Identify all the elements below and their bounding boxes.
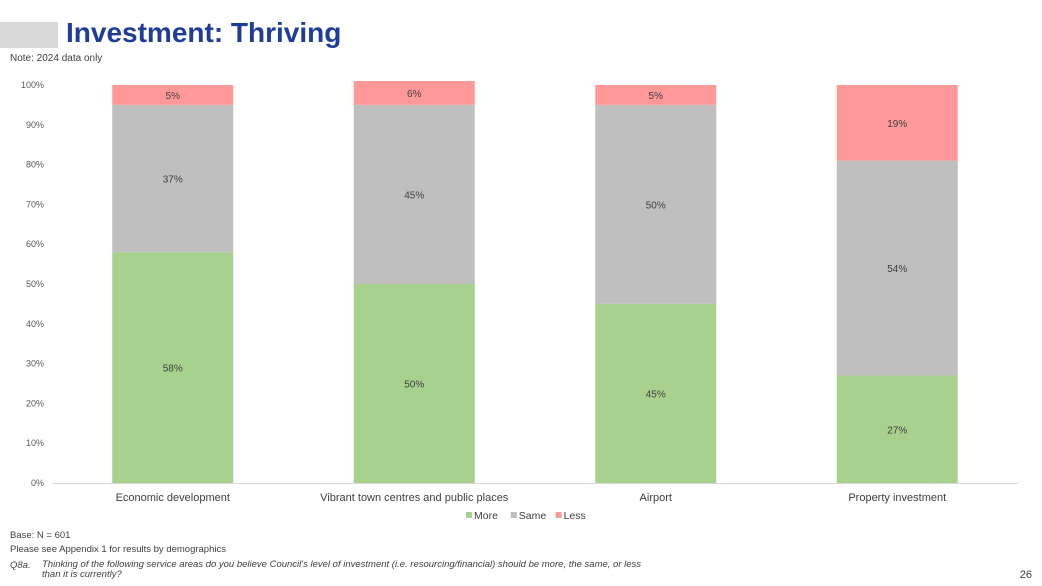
y-tick-label: 60% — [26, 239, 44, 249]
base-size: Base: N = 601 — [10, 530, 71, 541]
bar-segment-less — [353, 81, 475, 105]
y-tick-label: 20% — [26, 398, 44, 408]
question-code: Q8a. — [10, 560, 31, 571]
legend-label-less: Less — [564, 510, 586, 522]
y-tick-label: 40% — [26, 319, 44, 329]
bar-segment-same — [836, 160, 958, 376]
bar-segment-same — [112, 104, 234, 253]
bar-segment-same — [353, 104, 475, 285]
legend-swatch-less — [555, 512, 562, 518]
legend-swatch-more — [466, 512, 472, 518]
data-label-less: 6% — [407, 89, 422, 100]
page-number: 26 — [1019, 569, 1032, 581]
y-tick-label: 0% — [31, 478, 44, 488]
data-label-less: 5% — [649, 91, 664, 102]
bar-segment-more — [353, 284, 475, 483]
x-category-label: Airport — [640, 492, 672, 504]
data-note: Note: 2024 data only — [10, 53, 103, 64]
y-tick-label: 10% — [26, 438, 44, 448]
x-category-label: Economic development — [116, 492, 230, 504]
data-label-same: 45% — [404, 190, 424, 201]
data-label-less: 19% — [887, 119, 907, 130]
question-text: Thinking of the following service areas … — [42, 559, 642, 580]
y-tick-label: 90% — [26, 120, 44, 130]
title-accent-block — [0, 22, 58, 48]
x-category-label: Vibrant town centres and public places — [320, 492, 509, 504]
y-tick-label: 80% — [26, 160, 44, 170]
data-label-less: 5% — [166, 91, 181, 102]
bar-segment-more — [836, 375, 958, 483]
appendix-note: Please see Appendix 1 for results by dem… — [10, 544, 226, 555]
legend-label-same: Same — [519, 510, 547, 522]
page-title: Investment: Thriving — [66, 17, 342, 48]
bar-segment-less — [836, 85, 958, 161]
bar-segment-less — [112, 85, 234, 105]
data-label-more: 50% — [404, 380, 424, 391]
data-label-same: 50% — [646, 200, 666, 211]
legend-swatch-same — [510, 512, 517, 518]
y-tick-label: 50% — [26, 279, 44, 289]
bar-segment-less — [595, 85, 717, 105]
y-tick-label: 70% — [26, 199, 44, 209]
y-tick-label: 100% — [21, 80, 44, 90]
data-label-same: 37% — [163, 175, 183, 186]
legend-label-more: More — [474, 510, 498, 522]
bar-segment-more — [112, 252, 234, 483]
y-tick-label: 30% — [26, 359, 44, 369]
data-label-same: 54% — [887, 264, 907, 275]
x-category-label: Property investment — [848, 492, 946, 504]
data-label-more: 27% — [887, 425, 907, 436]
data-label-more: 45% — [646, 389, 666, 400]
bar-segment-same — [595, 104, 717, 304]
data-label-more: 58% — [163, 364, 183, 375]
bar-segment-more — [595, 303, 717, 483]
